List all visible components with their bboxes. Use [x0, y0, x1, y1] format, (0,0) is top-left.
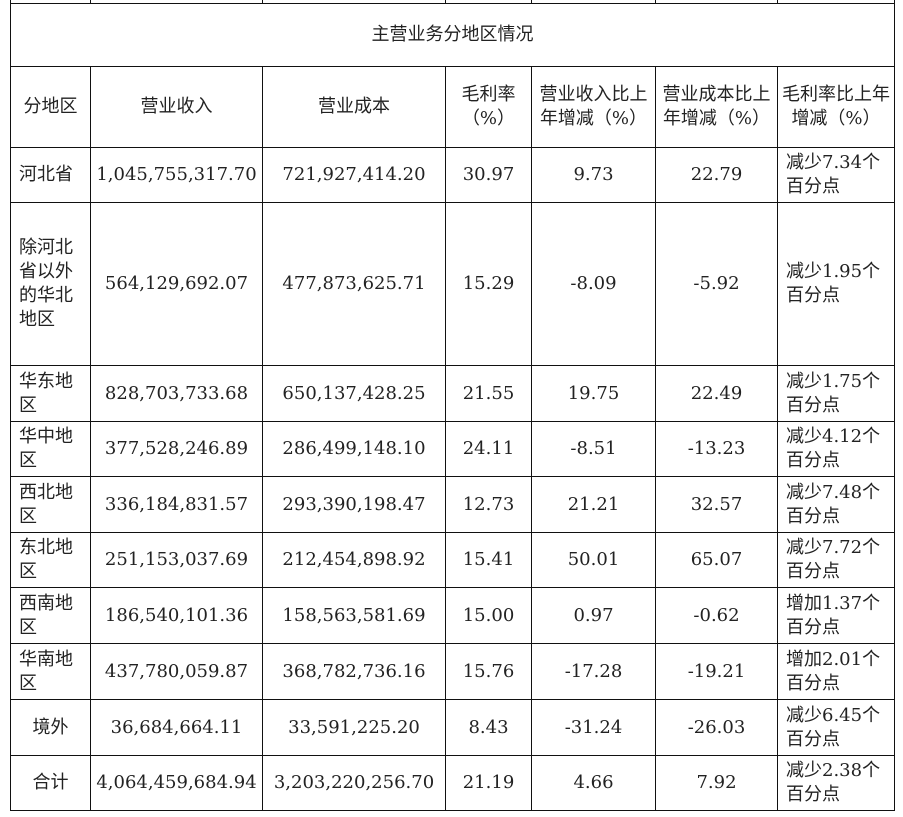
cell-revenue-change: 19.75 [531, 365, 656, 422]
cell-revenue-change: 50.01 [531, 532, 656, 588]
cell-margin: 15.76 [445, 643, 532, 700]
cell-revenue: 564,129,692.07 [90, 202, 263, 366]
cell-cost-change: -19.21 [655, 643, 778, 700]
cell-revenue-change: 0.97 [531, 587, 656, 644]
header-margin-change: 毛利率比上年增减（%） [777, 66, 895, 148]
cell-revenue-change: 21.21 [531, 476, 656, 533]
cell-region: 华南地区 [10, 643, 91, 700]
cell-revenue-change: -8.09 [531, 202, 656, 366]
header-cost-change: 营业成本比上年增减（%） [655, 66, 778, 148]
cell-revenue-change: 4.66 [531, 755, 656, 811]
cell-region: 河北省 [10, 147, 91, 203]
cell-margin: 15.00 [445, 587, 532, 644]
header-revenue: 营业收入 [90, 66, 263, 148]
cell-margin: 21.55 [445, 365, 532, 422]
header-row: 分地区 营业收入 营业成本 毛利率（%） 营业收入比上年增减（%） 营业成本比上… [10, 66, 895, 148]
table-row: 西南地区 186,540,101.36 158,563,581.69 15.00 0.9… [10, 587, 895, 644]
header-margin: 毛利率（%） [445, 66, 532, 148]
cell-revenue: 336,184,831.57 [90, 476, 263, 533]
cell-cost: 212,454,898.92 [262, 532, 446, 588]
cell-cost: 286,499,148.10 [262, 421, 446, 477]
cell-margin: 8.43 [445, 699, 532, 756]
cell-cost: 33,591,225.20 [262, 699, 446, 756]
table-row: 东北地区 251,153,037.69 212,454,898.92 15.41 50.… [10, 532, 895, 588]
cell-revenue-change: -8.51 [531, 421, 656, 477]
cell-cost-change: -26.03 [655, 699, 778, 756]
cell-revenue: 377,528,246.89 [90, 421, 263, 477]
cell-cost-change: 65.07 [655, 532, 778, 588]
cell-region: 华东地区 [10, 365, 91, 422]
cell-cost: 368,782,736.16 [262, 643, 446, 700]
cell-cost-change: -13.23 [655, 421, 778, 477]
cell-cost: 721,927,414.20 [262, 147, 446, 203]
cell-revenue: 251,153,037.69 [90, 532, 263, 588]
cell-revenue-change: -31.24 [531, 699, 656, 756]
cell-margin: 30.97 [445, 147, 532, 203]
table-title: 主营业务分地区情况 [10, 3, 895, 67]
cell-region: 华中地区 [10, 421, 91, 477]
cell-margin: 15.29 [445, 202, 532, 366]
cell-cost: 3,203,220,256.70 [262, 755, 446, 811]
header-region: 分地区 [10, 66, 91, 148]
cell-margin: 15.41 [445, 532, 532, 588]
header-cost: 营业成本 [262, 66, 446, 148]
cell-margin-change: 减少1.75个百分点 [777, 365, 895, 422]
cell-margin-change: 减少4.12个百分点 [777, 421, 895, 477]
cell-margin: 21.19 [445, 755, 532, 811]
cell-cost-change: -0.62 [655, 587, 778, 644]
cell-cost-change: 22.49 [655, 365, 778, 422]
cell-revenue-change: -17.28 [531, 643, 656, 700]
cell-revenue: 437,780,059.87 [90, 643, 263, 700]
cell-region: 合计 [10, 755, 91, 811]
cell-cost: 650,137,428.25 [262, 365, 446, 422]
cell-cost-change: 7.92 [655, 755, 778, 811]
table-row: 河北省 1,045,755,317.70 721,927,414.20 30.97 9.… [10, 147, 895, 203]
cell-cost: 293,390,198.47 [262, 476, 446, 533]
cell-revenue: 828,703,733.68 [90, 365, 263, 422]
cell-revenue: 36,684,664.11 [90, 699, 263, 756]
header-revenue-change: 营业收入比上年增减（%） [531, 66, 656, 148]
cell-margin-change: 减少2.38个百分点 [777, 755, 895, 811]
cell-revenue-change: 9.73 [531, 147, 656, 203]
cell-region: 西北地区 [10, 476, 91, 533]
cell-region: 境外 [10, 699, 91, 756]
cell-margin-change: 减少7.34个百分点 [777, 147, 895, 203]
table-row: 西北地区 336,184,831.57 293,390,198.47 12.73 21.… [10, 476, 895, 533]
cell-cost: 158,563,581.69 [262, 587, 446, 644]
cell-cost: 477,873,625.71 [262, 202, 446, 366]
cell-revenue: 1,045,755,317.70 [90, 147, 263, 203]
cell-cost-change: 32.57 [655, 476, 778, 533]
cell-region: 西南地区 [10, 587, 91, 644]
cell-margin-change: 减少1.95个百分点 [777, 202, 895, 366]
table-row: 除河北省以外的华北地区 564,129,692.07 477,873,625.71 1… [10, 202, 895, 366]
cell-revenue: 186,540,101.36 [90, 587, 263, 644]
cell-margin: 24.11 [445, 421, 532, 477]
table-row: 境外 36,684,664.11 33,591,225.20 8.43 -31.24 -2… [10, 699, 895, 756]
cell-cost-change: -5.92 [655, 202, 778, 366]
cell-margin-change: 增加2.01个百分点 [777, 643, 895, 700]
table-row: 合计 4,064,459,684.94 3,203,220,256.70 21.19 4… [10, 755, 895, 811]
table-row: 华中地区 377,528,246.89 286,499,148.10 24.11 -8.… [10, 421, 895, 477]
cell-revenue: 4,064,459,684.94 [90, 755, 263, 811]
regional-business-table: 主营业务分地区情况 分地区 营业收入 营业成本 毛利率（%） 营业收入比上年增减… [10, 0, 895, 811]
cell-margin-change: 减少7.48个百分点 [777, 476, 895, 533]
cell-margin-change: 减少6.45个百分点 [777, 699, 895, 756]
cell-region: 东北地区 [10, 532, 91, 588]
table-row: 华东地区 828,703,733.68 650,137,428.25 21.55 19.… [10, 365, 895, 422]
cell-margin-change: 减少7.72个百分点 [777, 532, 895, 588]
cell-margin: 12.73 [445, 476, 532, 533]
table-row: 华南地区 437,780,059.87 368,782,736.16 15.76 -17… [10, 643, 895, 700]
cell-region: 除河北省以外的华北地区 [10, 202, 91, 366]
cell-margin-change: 增加1.37个百分点 [777, 587, 895, 644]
cell-cost-change: 22.79 [655, 147, 778, 203]
